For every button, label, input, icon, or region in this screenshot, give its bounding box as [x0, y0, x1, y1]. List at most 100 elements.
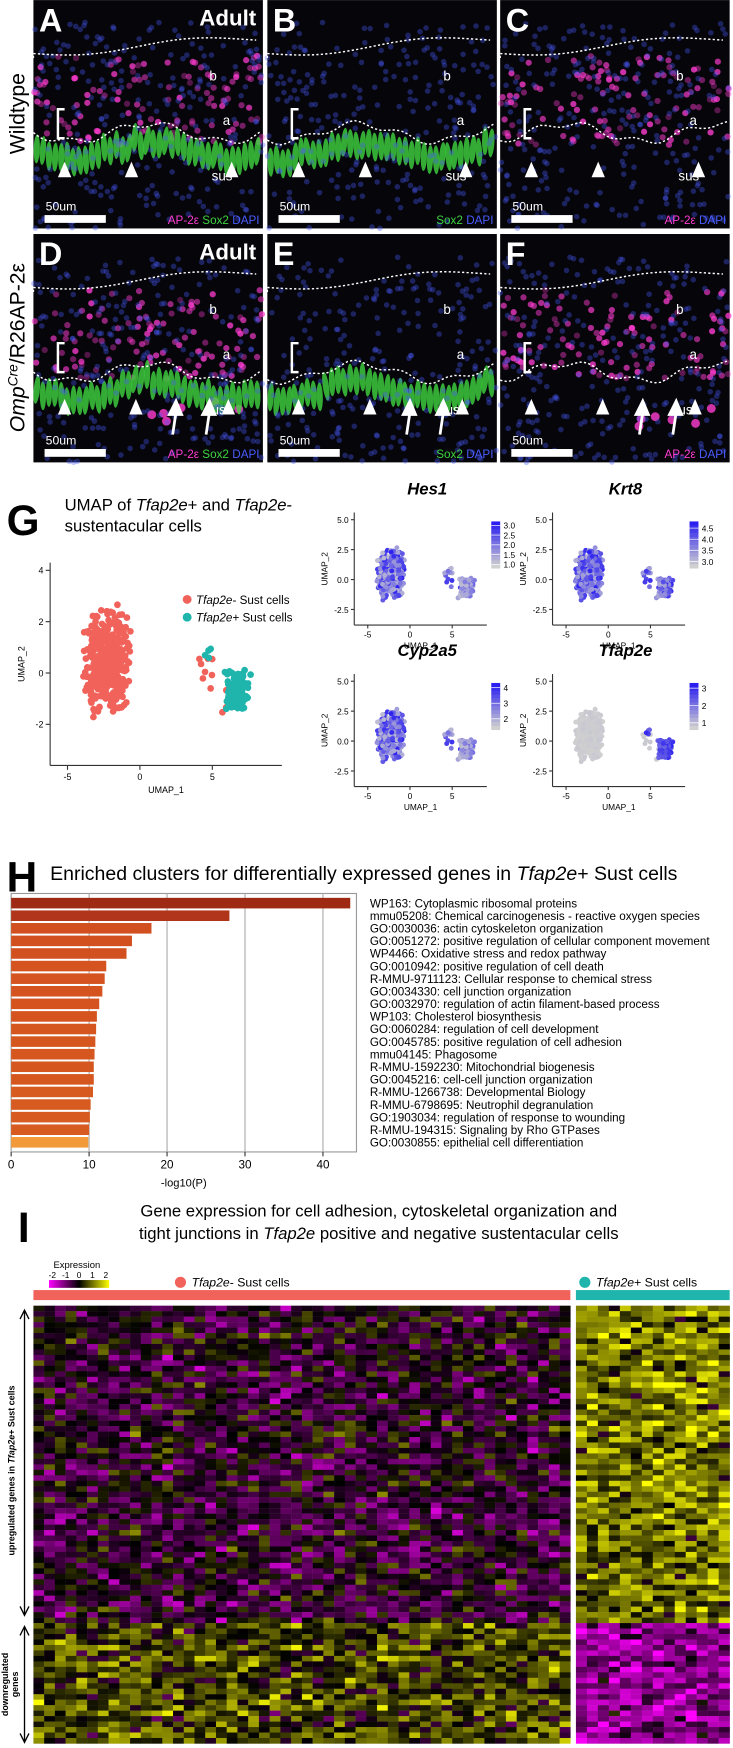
- nucleus: [70, 291, 77, 298]
- nucleus: [510, 193, 516, 199]
- nucleus: [310, 431, 317, 438]
- nucleus: [605, 69, 612, 76]
- nucleus: [212, 177, 219, 183]
- nucleus: [439, 160, 446, 166]
- feature-point: [592, 563, 598, 568]
- nucleus: [228, 435, 234, 442]
- nucleus: [178, 86, 185, 93]
- nucleus: [412, 59, 419, 66]
- nucleus: [156, 322, 162, 329]
- sustentacular-cell: [248, 379, 255, 409]
- nucleus: [503, 195, 510, 202]
- nucleus: [126, 279, 132, 286]
- nucleus: [535, 109, 542, 116]
- ap2e-nucleus: [178, 102, 186, 110]
- nucleus: [249, 57, 255, 64]
- nucleus: [710, 376, 716, 382]
- nucleus: [404, 171, 411, 178]
- ap2e-nucleus: [596, 118, 604, 125]
- nucleus: [150, 263, 157, 269]
- ap2e-nucleus: [242, 328, 249, 335]
- nucleus: [112, 290, 119, 296]
- nucleus: [95, 441, 102, 448]
- umap-point: [208, 671, 216, 679]
- nucleus: [335, 171, 342, 178]
- ap2e-nucleus: [49, 104, 57, 112]
- nucleus: [37, 315, 44, 322]
- nucleus: [643, 348, 649, 355]
- nucleus: [516, 368, 523, 374]
- sustentacular-cell: [125, 133, 133, 163]
- nucleus: [322, 325, 328, 332]
- nucleus: [296, 79, 303, 85]
- nucleus: [190, 382, 197, 389]
- feature-point: [468, 589, 474, 595]
- nucleus: [662, 195, 669, 202]
- nucleus: [135, 97, 142, 103]
- nucleus: [221, 265, 227, 271]
- nucleus: [648, 456, 655, 462]
- ap2e-nucleus: [86, 332, 93, 339]
- nucleus: [118, 169, 125, 176]
- nucleus: [112, 138, 118, 144]
- nucleus: [221, 97, 228, 104]
- nucleus: [409, 278, 416, 284]
- nucleus: [151, 447, 158, 453]
- nucleus: [107, 148, 114, 154]
- ap2e-nucleus: [232, 120, 240, 127]
- nucleus: [91, 188, 98, 195]
- nucleus: [482, 206, 488, 213]
- sustentacular-cell: [365, 128, 372, 158]
- nucleus: [78, 365, 84, 372]
- nucleus: [45, 179, 51, 186]
- nucleus: [390, 434, 397, 441]
- colorbar-label: 3.0: [702, 557, 714, 567]
- ap2e-nucleus: [84, 99, 91, 106]
- nucleus: [228, 210, 235, 217]
- nucleus: [452, 135, 458, 142]
- nucleus: [484, 64, 490, 70]
- sustentacular-cell: [156, 129, 163, 159]
- nucleus: [185, 136, 191, 143]
- nucleus: [611, 269, 617, 275]
- nucleus: [628, 44, 634, 51]
- nucleus: [512, 31, 519, 37]
- scale-bar-label: 50um: [46, 434, 77, 448]
- ap2e-nucleus: [570, 91, 578, 98]
- nucleus: [413, 198, 419, 205]
- nucleus: [143, 202, 150, 209]
- nucleus: [548, 46, 555, 53]
- umap-point: [233, 701, 240, 709]
- nucleus: [457, 361, 463, 368]
- nucleus: [715, 389, 721, 396]
- nucleus: [507, 278, 513, 285]
- nucleus: [447, 94, 454, 101]
- nucleus: [248, 188, 254, 195]
- nucleus: [721, 135, 728, 142]
- nucleus: [720, 26, 726, 32]
- nucleus: [131, 421, 138, 428]
- ap2e-nucleus: [208, 95, 215, 102]
- arrowhead: [524, 161, 539, 178]
- nucleus: [206, 258, 213, 264]
- sustentacular-cell: [100, 132, 108, 162]
- nucleus: [599, 357, 606, 364]
- nucleus: [521, 314, 528, 321]
- nucleus: [220, 43, 227, 49]
- feature-point: [572, 578, 578, 584]
- ap2e-nucleus: [245, 104, 253, 111]
- nucleus: [59, 387, 66, 394]
- colorbar-step: [689, 564, 699, 569]
- nucleus: [410, 108, 416, 115]
- nucleus: [40, 68, 46, 74]
- sustentacular-cell: [192, 379, 200, 408]
- ap2e-nucleus: [198, 311, 205, 318]
- nucleus: [663, 200, 670, 207]
- nucleus: [594, 86, 600, 92]
- nucleus: [33, 166, 40, 172]
- ap2e-nucleus: [153, 352, 160, 359]
- nucleus: [268, 72, 274, 79]
- nucleus: [502, 37, 508, 44]
- nucleus: [397, 438, 404, 445]
